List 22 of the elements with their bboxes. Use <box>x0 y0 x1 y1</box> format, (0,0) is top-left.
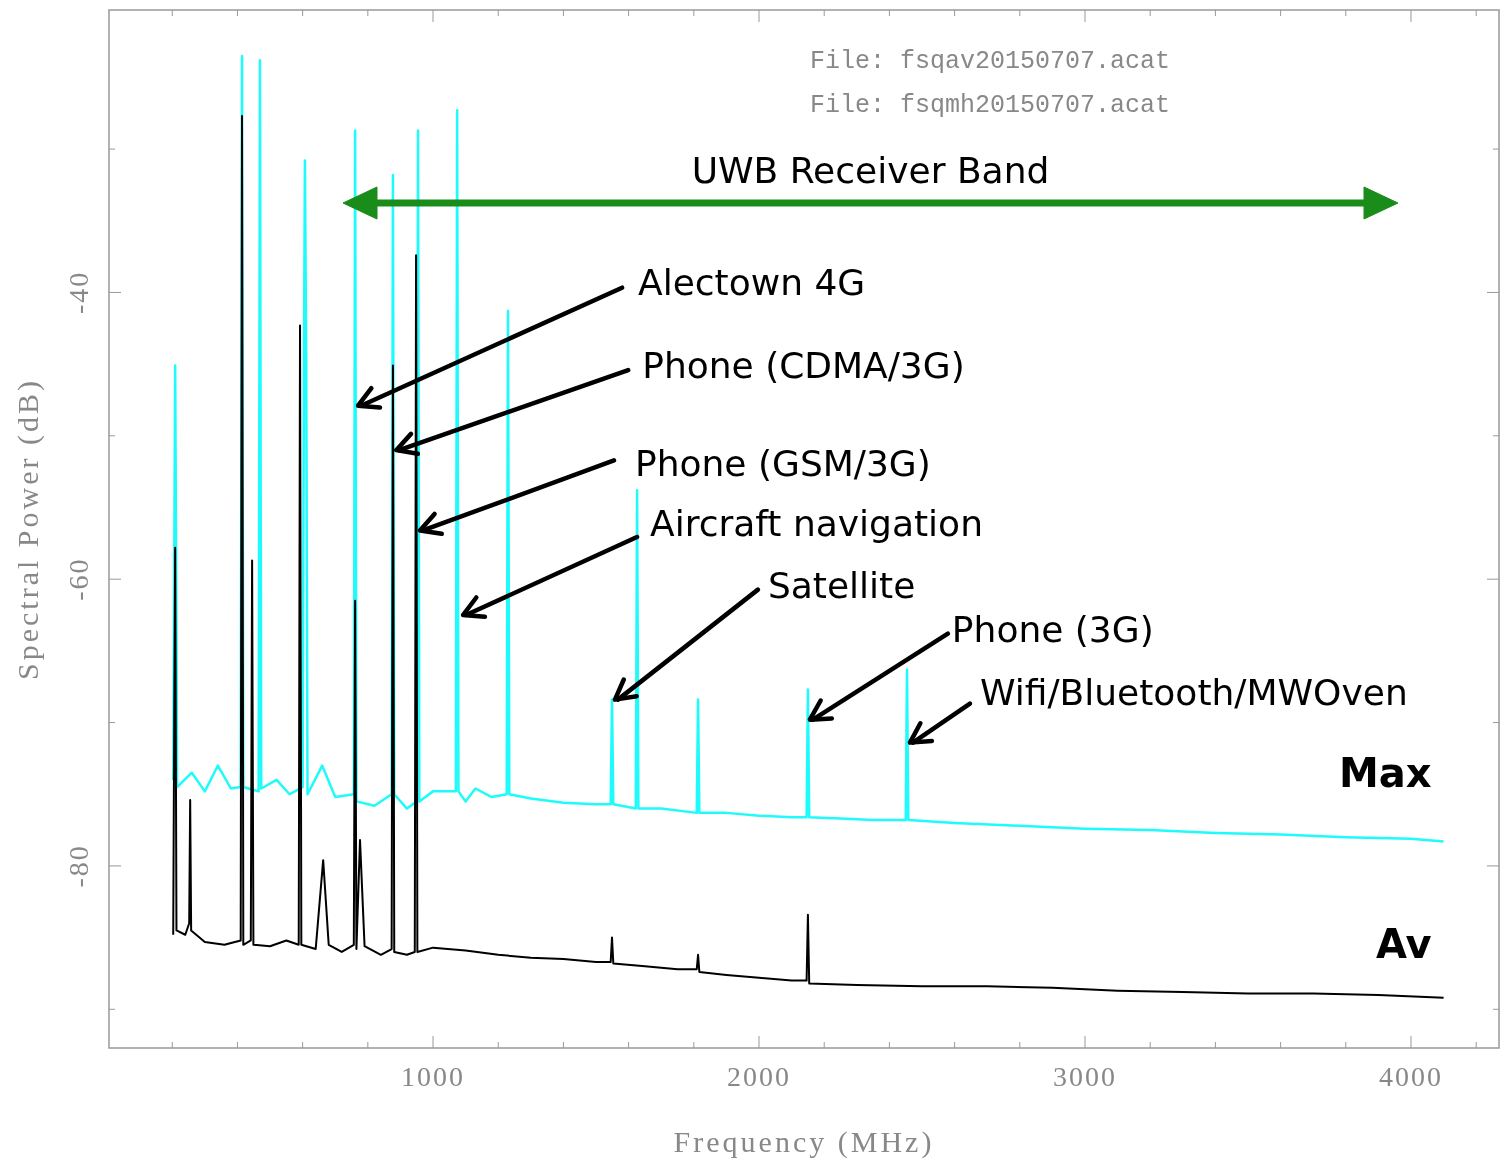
y-tick-label: -60 <box>63 557 94 601</box>
x-axis-title: Frequency (MHz) <box>673 1125 935 1159</box>
line-series <box>172 115 1445 999</box>
annotation: UWB Receiver Band <box>691 150 1050 191</box>
annotation: Satellite <box>767 565 916 607</box>
series-label: Av <box>1375 920 1432 967</box>
annotation: File: fsqmh20150707.acat <box>810 91 1171 120</box>
annotation: Wifi/Bluetooth/MWOven <box>979 672 1408 714</box>
x-tick-label: 1000 <box>401 1061 466 1092</box>
x-tick-label: 3000 <box>1053 1061 1117 1092</box>
annotation: Phone (GSM/3G) <box>634 442 931 484</box>
y-axis-title: Spectral Power (dB) <box>11 378 45 680</box>
annotation: Aircraft navigation <box>650 502 983 544</box>
x-tick-label: 4000 <box>1378 1061 1443 1092</box>
annotation: Alectown 4G <box>638 262 866 304</box>
annotation: File: fsqav20150707.acat <box>810 47 1171 76</box>
x-tick-label: 2000 <box>727 1061 792 1092</box>
annotation: Phone (3G) <box>951 609 1154 651</box>
y-tick-label: -80 <box>63 844 94 888</box>
series-label: Max <box>1338 749 1432 796</box>
annotation: Phone (CDMA/3G) <box>642 344 965 386</box>
y-tick-label: -40 <box>63 270 94 315</box>
